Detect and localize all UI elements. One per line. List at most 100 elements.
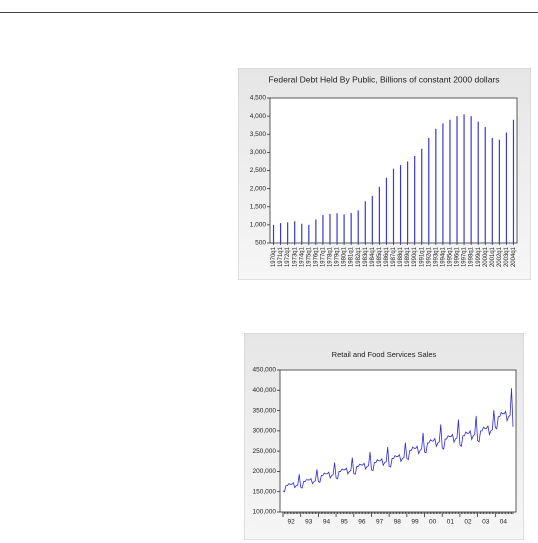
bar bbox=[272, 224, 275, 243]
y-tick-label: 300,000 bbox=[253, 428, 277, 435]
x-tick-label: 98 bbox=[394, 519, 402, 526]
chart: Federal Debt Held By Public, Billions of… bbox=[238, 68, 531, 280]
y-tick-label: 150,000 bbox=[253, 488, 277, 495]
bar bbox=[428, 137, 430, 243]
x-tick-label: 1975q1 bbox=[306, 246, 312, 267]
x-tick-label: 93 bbox=[305, 519, 313, 526]
bar bbox=[329, 214, 331, 243]
x-tick-label: 1987q1 bbox=[391, 246, 397, 267]
bar bbox=[505, 132, 508, 243]
x-tick-label: 1973q1 bbox=[292, 246, 298, 267]
bar bbox=[407, 161, 409, 243]
x-tick-label: 99 bbox=[411, 519, 419, 526]
bar bbox=[399, 165, 402, 243]
chart-title: Federal Debt Held By Public, Billions of… bbox=[268, 74, 499, 84]
x-tick-label: 1986q1 bbox=[384, 246, 390, 267]
x-tick-label: 1970q1 bbox=[271, 246, 277, 267]
bar bbox=[442, 123, 444, 243]
x-tick-label: 2000q1 bbox=[483, 246, 489, 267]
x-tick-label: 2004q1 bbox=[511, 246, 517, 267]
y-tick-label: 3,500 bbox=[250, 131, 267, 138]
x-tick-label: 04 bbox=[500, 519, 508, 526]
x-tick-label: 1983q1 bbox=[363, 246, 369, 267]
x-tick-label: 1984q1 bbox=[370, 246, 376, 267]
x-tick-label: 1997q1 bbox=[462, 246, 468, 267]
x-tick-label: 1998q1 bbox=[469, 246, 475, 267]
x-tick-label: 1976q1 bbox=[313, 246, 319, 267]
y-tick-label: 2,500 bbox=[250, 167, 267, 174]
bar bbox=[385, 177, 388, 243]
y-tick-label: 350,000 bbox=[253, 407, 277, 414]
bar bbox=[435, 128, 437, 243]
x-tick-label: 1992q1 bbox=[426, 246, 432, 267]
x-tick-label: 1974q1 bbox=[299, 246, 305, 267]
x-tick-label: 1982q1 bbox=[356, 246, 362, 267]
bar bbox=[421, 148, 423, 243]
x-tick-label: 2002q1 bbox=[497, 246, 503, 267]
y-tick-label: 3,000 bbox=[250, 149, 267, 156]
bar bbox=[414, 156, 416, 243]
y-tick-label: 1,000 bbox=[250, 222, 267, 229]
y-tick-label: 2,000 bbox=[250, 185, 267, 192]
x-tick-label: 1980q1 bbox=[342, 246, 348, 267]
y-tick-label: 4,000 bbox=[250, 113, 267, 120]
bar bbox=[463, 114, 465, 243]
x-tick-label: 1988q1 bbox=[398, 246, 404, 267]
x-tick-label: 1999q1 bbox=[476, 246, 482, 267]
bar bbox=[392, 168, 395, 243]
x-tick-label: 1991q1 bbox=[419, 246, 425, 267]
x-tick-label: 1977q1 bbox=[321, 246, 327, 267]
x-tick-label: 1993q1 bbox=[433, 246, 439, 267]
bar bbox=[484, 127, 486, 243]
bar bbox=[456, 116, 458, 243]
x-tick-label: 96 bbox=[358, 519, 366, 526]
bar bbox=[364, 201, 366, 243]
x-tick-label: 92 bbox=[287, 519, 295, 526]
x-tick-label: 02 bbox=[464, 519, 472, 526]
y-tick-label: 450,000 bbox=[253, 367, 277, 374]
x-tick-label: 1971q1 bbox=[278, 246, 284, 267]
bar bbox=[336, 213, 338, 243]
bar bbox=[378, 186, 380, 243]
bar bbox=[322, 215, 324, 243]
bar bbox=[294, 221, 296, 243]
bar bbox=[371, 195, 373, 243]
y-tick-label: 500 bbox=[255, 240, 266, 247]
y-tick-label: 200,000 bbox=[253, 468, 277, 475]
bar bbox=[449, 119, 451, 243]
x-tick-label: 2001q1 bbox=[490, 246, 496, 267]
y-tick-label: 250,000 bbox=[253, 448, 277, 455]
y-tick-label: 400,000 bbox=[253, 387, 277, 394]
bar bbox=[512, 119, 515, 243]
plot-area bbox=[279, 369, 517, 513]
bar bbox=[279, 223, 282, 243]
chart-title: Retail and Food Services Sales bbox=[332, 350, 437, 359]
bar bbox=[308, 224, 310, 243]
x-tick-label: 95 bbox=[341, 519, 349, 526]
x-tick-label: 2003q1 bbox=[504, 246, 510, 267]
x-tick-label: 1989q1 bbox=[405, 246, 411, 267]
x-tick-label: 1995q1 bbox=[448, 246, 454, 267]
x-tick-label: 1978q1 bbox=[328, 246, 334, 267]
x-tick-label: 1985q1 bbox=[377, 246, 383, 267]
y-tick-label: 1,500 bbox=[250, 203, 267, 210]
bar bbox=[357, 210, 359, 243]
line-series bbox=[282, 388, 514, 493]
x-tick-label: 1979q1 bbox=[335, 246, 341, 267]
x-tick-label: 1981q1 bbox=[349, 246, 355, 267]
bar bbox=[491, 137, 493, 243]
x-tick-label: 1994q1 bbox=[440, 246, 446, 267]
x-tick-label: 00 bbox=[429, 519, 437, 526]
y-tick-label: 4,500 bbox=[250, 95, 267, 102]
bar bbox=[498, 139, 500, 243]
x-tick-label: 1990q1 bbox=[412, 246, 418, 267]
bar bbox=[477, 121, 479, 243]
bar bbox=[470, 116, 472, 243]
bar bbox=[343, 214, 345, 243]
bar bbox=[315, 219, 317, 243]
x-tick-label: 03 bbox=[482, 519, 490, 526]
x-tick-label: 01 bbox=[447, 519, 455, 526]
bar bbox=[350, 212, 352, 243]
y-tick-label: 100,000 bbox=[253, 509, 277, 516]
